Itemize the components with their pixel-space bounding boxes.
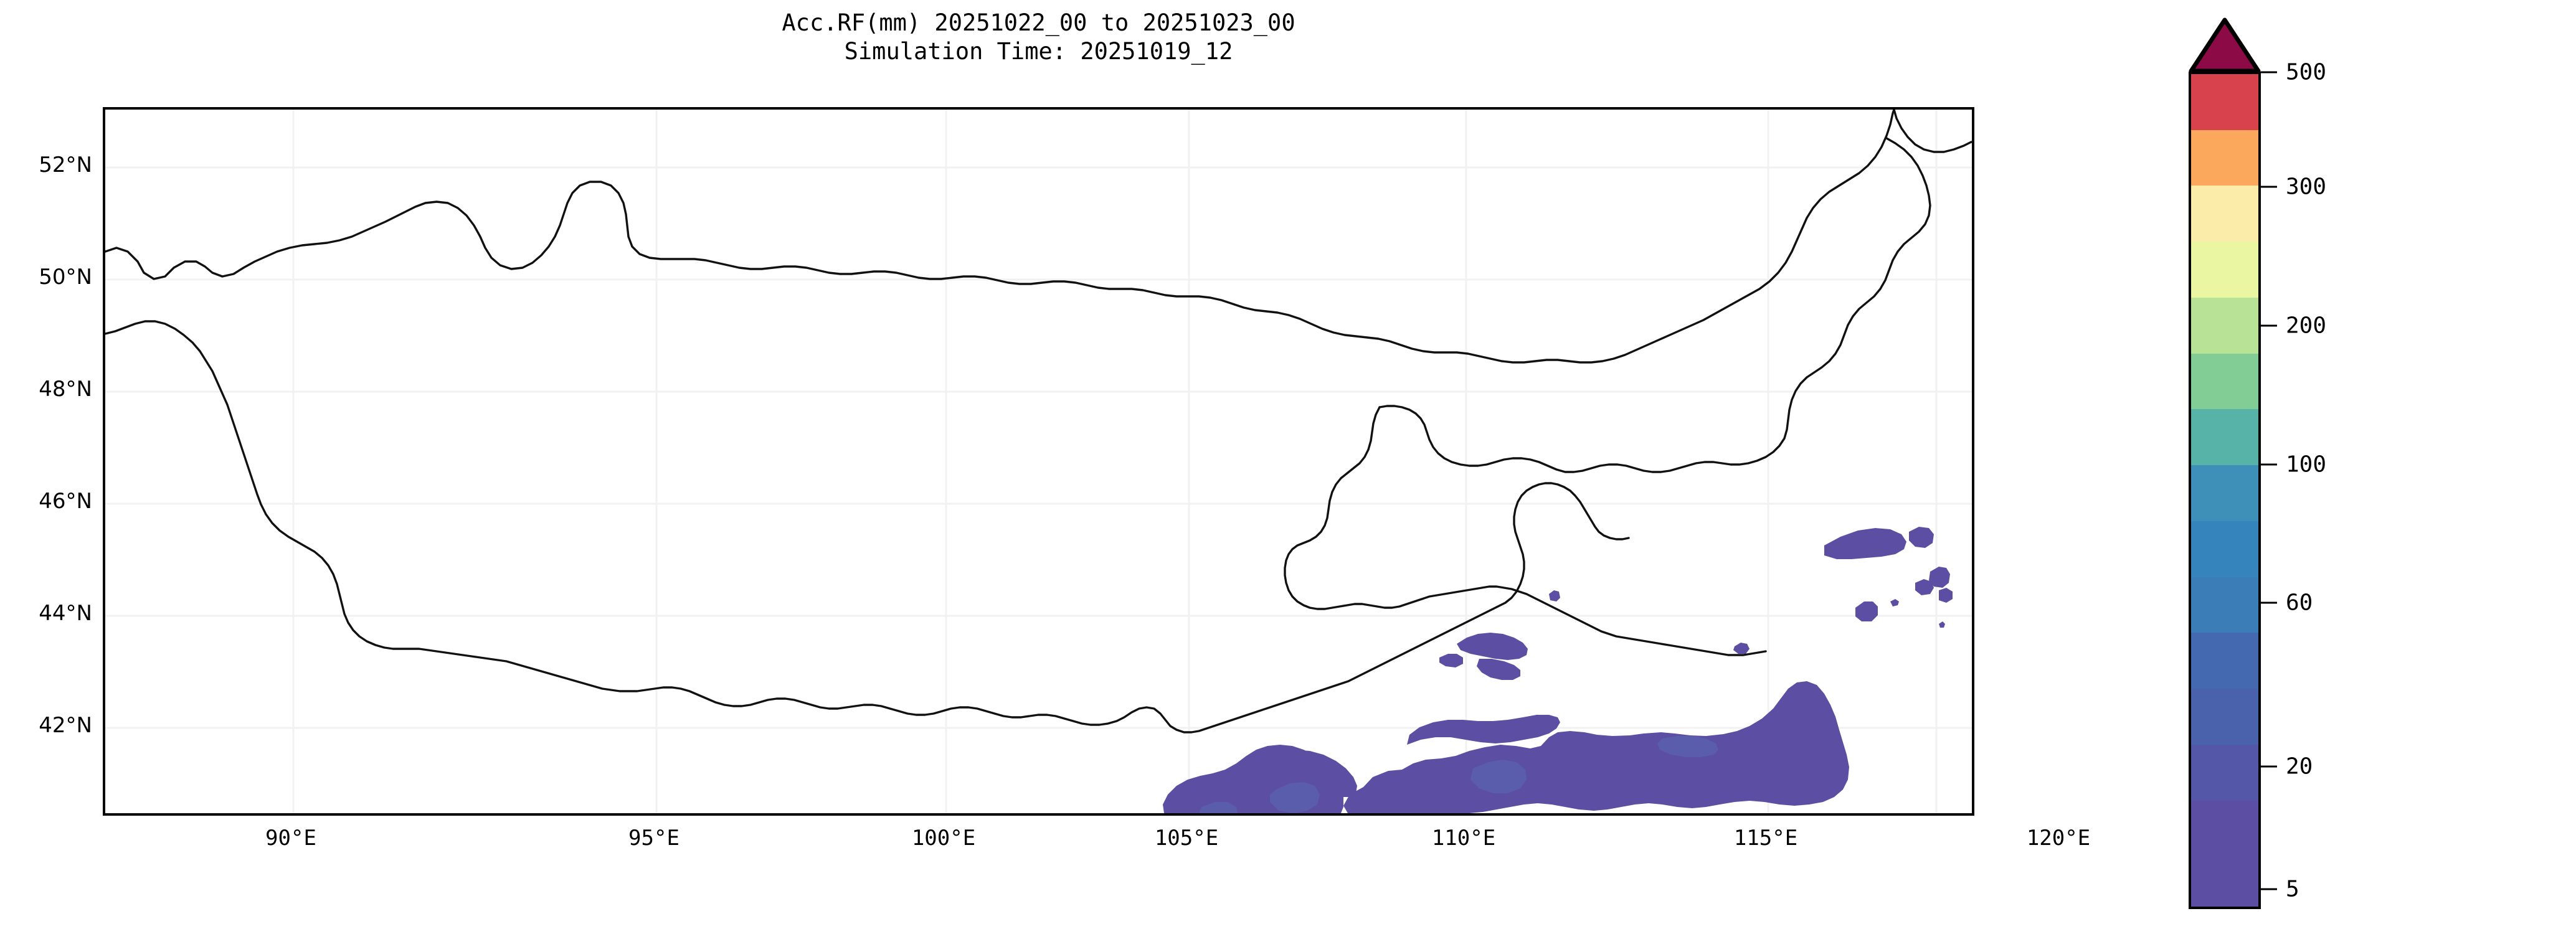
colorbar-band <box>2191 744 2258 801</box>
ytick-label: 42°N <box>39 713 92 738</box>
tick-mark <box>2261 463 2277 466</box>
latitude-axis: 52°N 50°N 48°N 46°N 44°N 42°N <box>0 0 92 934</box>
tick-mark <box>2261 324 2277 327</box>
ytick-label: 52°N <box>39 153 92 177</box>
colorbar-tick: 200 <box>2261 313 2326 339</box>
map-gridlines <box>105 110 1972 813</box>
tick-label: 200 <box>2286 313 2327 339</box>
country-borders <box>105 110 1972 734</box>
colorbar-band <box>2191 521 2258 577</box>
tick-label: 20 <box>2286 753 2313 780</box>
colorbar-band <box>2191 73 2258 130</box>
tick-mark <box>2261 888 2277 890</box>
colorbar-ticks: 5 20 60 100 200 300 500 <box>2261 17 2435 902</box>
precip-field-band-5-10 <box>1163 527 1953 813</box>
title-line-1: Acc.RF(mm) 20251022_00 to 20251023_00 <box>782 9 1295 36</box>
colorbar-band <box>2191 465 2258 521</box>
ytick-label: 46°N <box>39 489 92 514</box>
title-line-2: Simulation Time: 20251019_12 <box>844 38 1233 65</box>
colorbar-over-arrow <box>2189 17 2261 73</box>
colorbar-band <box>2191 130 2258 186</box>
tick-label: 100 <box>2286 451 2327 478</box>
colorbar-band <box>2191 186 2258 242</box>
ytick-label: 48°N <box>39 377 92 402</box>
chart-title: Acc.RF(mm) 20251022_00 to 20251023_00 Si… <box>103 9 1974 66</box>
map-plot-area[interactable] <box>103 107 1974 816</box>
xtick-label: 90°E <box>265 826 316 851</box>
colorbar[interactable]: 5 20 60 100 200 300 500 <box>2176 17 2438 909</box>
colorbar-band <box>2191 800 2258 907</box>
colorbar-band <box>2191 297 2258 354</box>
xtick-label: 115°E <box>1733 826 1798 851</box>
tick-label: 500 <box>2286 59 2327 85</box>
colorbar-tick: 500 <box>2261 60 2326 85</box>
colorbar-bands <box>2189 72 2261 909</box>
map-canvas <box>105 110 1972 813</box>
colorbar-band <box>2191 353 2258 410</box>
colorbar-band <box>2191 577 2258 633</box>
xtick-label: 110°E <box>1431 826 1496 851</box>
colorbar-tick: 100 <box>2261 452 2326 478</box>
xtick-label: 95°E <box>628 826 680 851</box>
colorbar-tick: 5 <box>2261 877 2299 902</box>
longitude-axis: 90°E 95°E 100°E 105°E 110°E 115°E 120°E <box>0 826 2576 857</box>
tick-label: 60 <box>2286 590 2313 616</box>
colorbar-tick: 300 <box>2261 174 2326 200</box>
ytick-label: 50°N <box>39 265 92 290</box>
colorbar-band <box>2191 242 2258 298</box>
precip-field-band-10-20 <box>1199 736 1718 813</box>
tick-label: 5 <box>2286 876 2299 902</box>
colorbar-tick: 60 <box>2261 590 2313 616</box>
map-svg <box>105 110 1972 813</box>
colorbar-band <box>2191 633 2258 689</box>
tick-mark <box>2261 765 2277 768</box>
tick-label: 300 <box>2286 174 2327 200</box>
xtick-label: 100°E <box>911 826 976 851</box>
colorbar-band <box>2191 409 2258 466</box>
tick-mark <box>2261 601 2277 604</box>
tick-mark <box>2261 186 2277 188</box>
xtick-label: 105°E <box>1154 826 1219 851</box>
xtick-label: 120°E <box>2026 826 2091 851</box>
ytick-label: 44°N <box>39 601 92 626</box>
colorbar-band <box>2191 689 2258 745</box>
colorbar-tick: 20 <box>2261 754 2313 780</box>
tick-mark <box>2261 71 2277 73</box>
